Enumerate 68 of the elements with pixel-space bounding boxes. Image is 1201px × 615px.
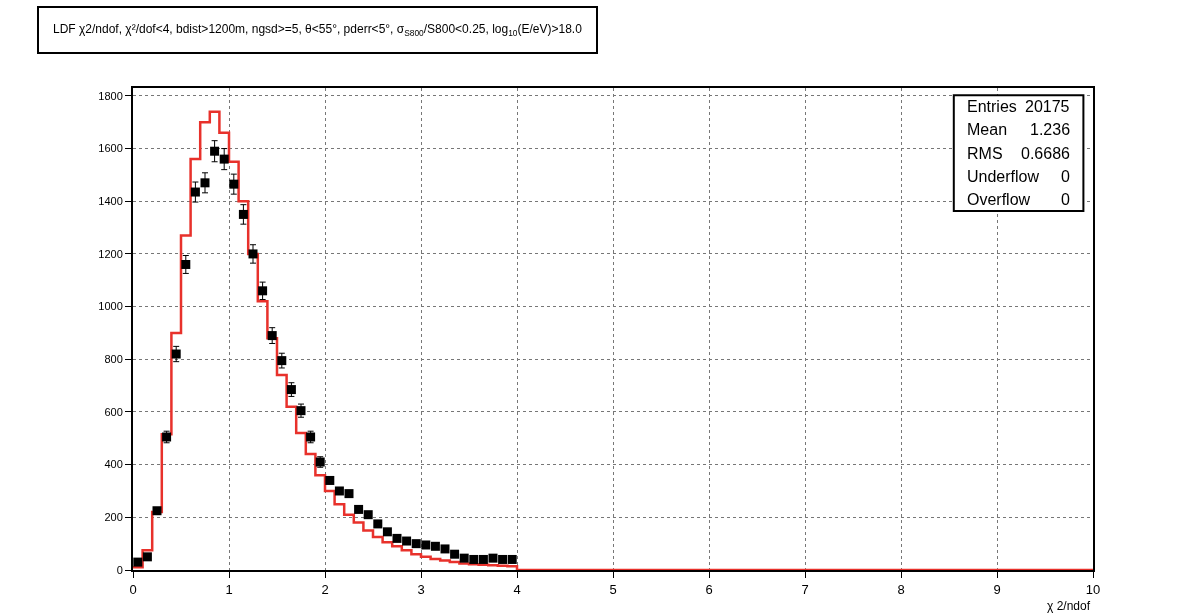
point (219, 154, 229, 164)
point (142, 552, 152, 562)
x-tick-label: 4 (513, 581, 521, 597)
point (344, 489, 354, 499)
y-tick-label: 600 (104, 405, 123, 418)
point (402, 536, 412, 546)
annotation: 0 (1061, 168, 1070, 185)
x-tick-label: 8 (897, 581, 905, 597)
point (229, 179, 239, 189)
x-axis-title: χ 2/ndof (1047, 599, 1091, 613)
y-tick-label: 1400 (98, 195, 123, 208)
chart-title: LDF χ2/ndof, χ²/dof<4, bdist>1200m, ngsd>=5, θ<55°, pderr<5°, σ$_{S800}$/S800<0.25, log$_{10}$(E/eV)>18.0 (53, 22, 583, 38)
y-tick-label: 0 (116, 563, 123, 576)
point (430, 541, 440, 551)
point (325, 475, 335, 485)
point (373, 519, 383, 529)
point (421, 540, 431, 550)
y-tick-label: 1000 (98, 300, 123, 313)
x-tick-label: 5 (609, 581, 617, 597)
y-tick-label: 400 (104, 458, 123, 471)
x-tick-label: 3 (417, 581, 425, 597)
point (258, 286, 268, 296)
point (267, 331, 277, 341)
point (354, 504, 364, 514)
annotation: RMS (967, 145, 1003, 162)
annotation: 1.236 (1030, 121, 1071, 138)
y-tick-label: 200 (104, 511, 123, 524)
point (277, 356, 287, 366)
point (478, 554, 488, 564)
point (133, 557, 143, 567)
point (238, 209, 248, 219)
annotation: 0.6686 (1021, 145, 1071, 162)
annotation: Underflow (967, 168, 1040, 185)
point (382, 527, 392, 537)
x-tick-label: 2 (321, 581, 329, 597)
y-tick-label: 800 (104, 353, 123, 366)
x-tick-label: 6 (705, 581, 713, 597)
point (469, 554, 479, 564)
y-tick-label: 1800 (98, 89, 123, 102)
point (363, 510, 373, 520)
point (440, 544, 450, 554)
point (190, 187, 200, 197)
point (411, 539, 421, 549)
point (181, 259, 191, 269)
annotation: Mean (967, 121, 1008, 138)
x-tick-label: 0 (129, 581, 137, 597)
point (210, 146, 220, 156)
x-tick-label: 1 (225, 581, 233, 597)
annotation: 0 (1061, 191, 1070, 208)
point (248, 249, 258, 259)
point (200, 178, 210, 188)
annotation: Entries (967, 98, 1017, 115)
x-tick-label: 9 (993, 581, 1001, 597)
point (498, 554, 508, 564)
point (507, 554, 517, 564)
y-tick-label: 1200 (98, 247, 123, 260)
point (459, 553, 469, 563)
point (450, 549, 460, 559)
point (392, 533, 402, 543)
y-tick-label: 1600 (98, 142, 123, 155)
x-tick-label: 10 (1085, 581, 1101, 597)
point (334, 486, 344, 496)
annotation: Overflow (967, 191, 1031, 208)
x-tick-label: 7 (801, 581, 809, 597)
point (171, 349, 181, 359)
point (488, 553, 498, 563)
annotation: 20175 (1025, 98, 1070, 115)
point (152, 506, 162, 516)
